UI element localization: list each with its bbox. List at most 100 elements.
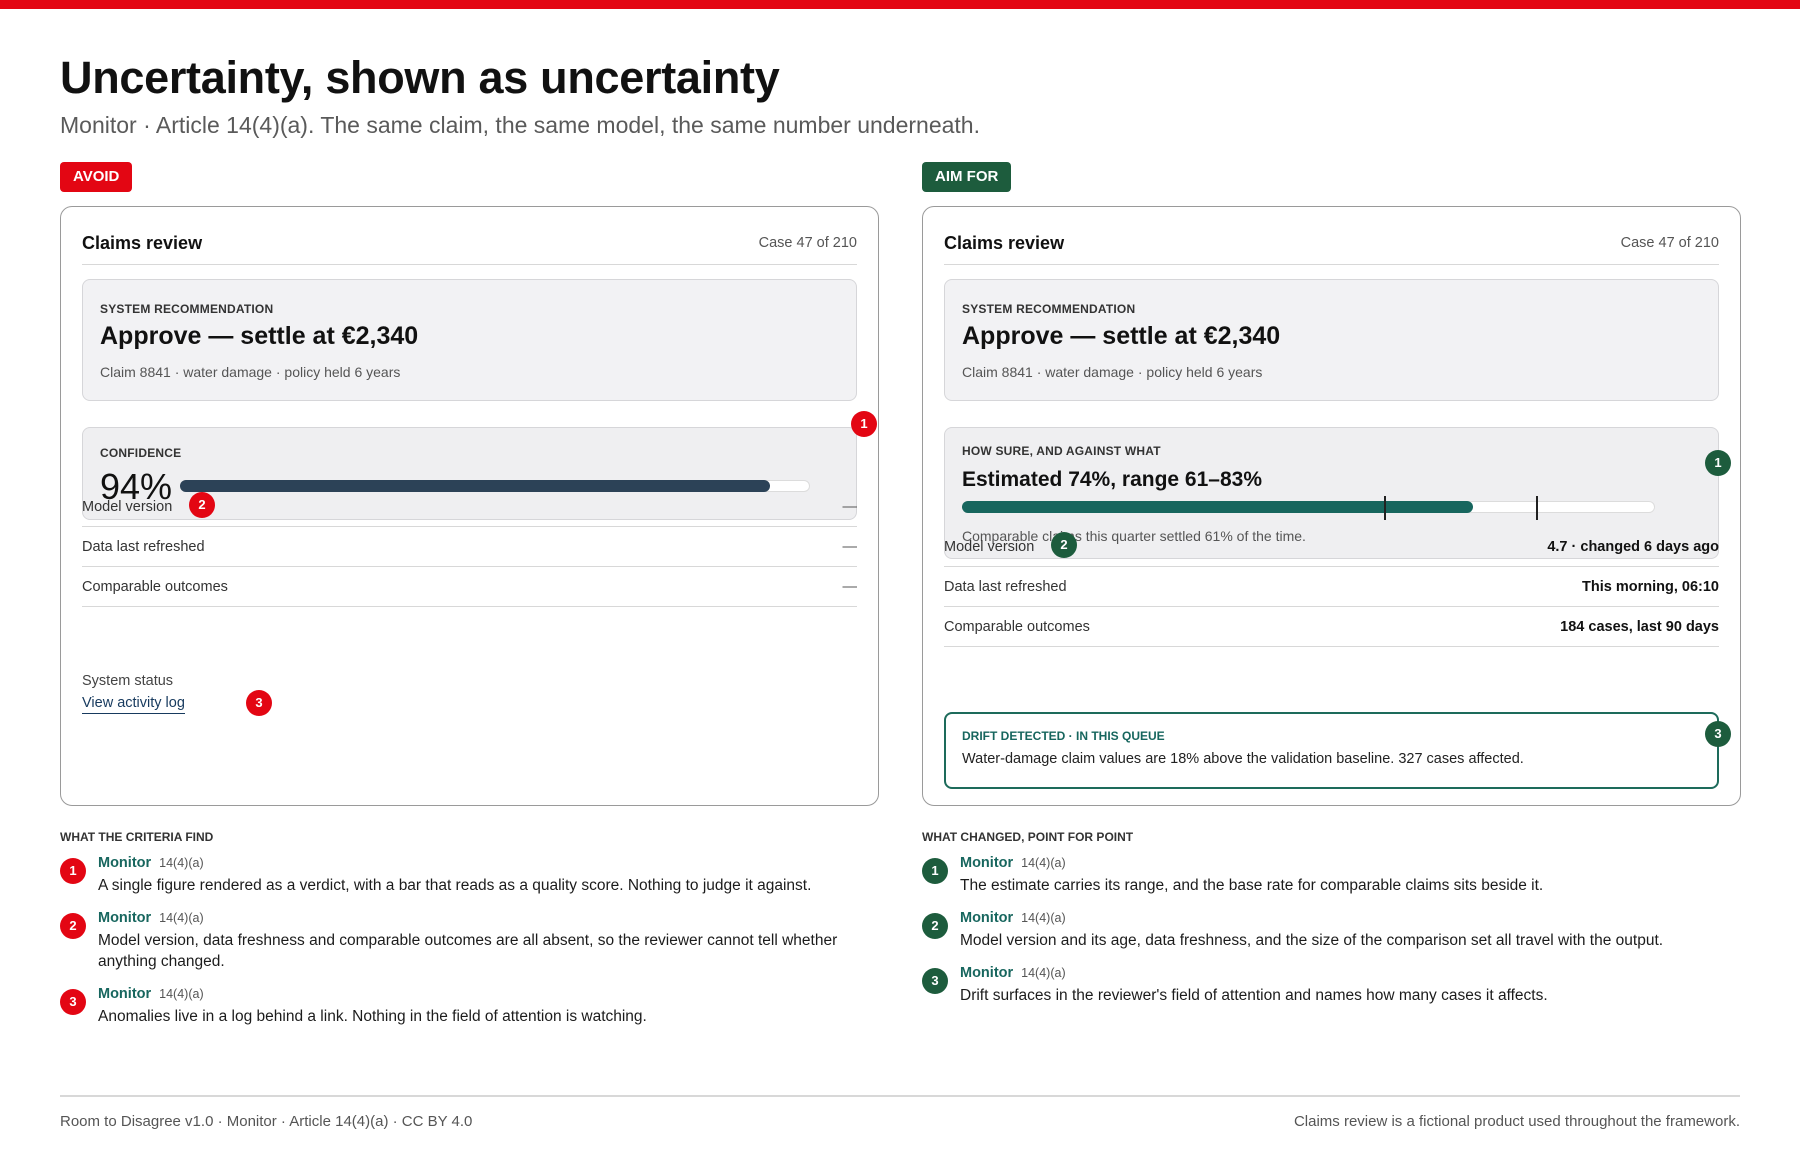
finding-text: Model version, data freshness and compar…	[98, 932, 838, 970]
marker-1: 1	[851, 411, 877, 437]
recommendation-text: Approve — settle at €2,340	[962, 322, 1281, 350]
claim-details: Claim 8841 · water damage · policy held …	[100, 364, 401, 380]
confidence-value: 94%	[100, 466, 173, 507]
row-value: 4.7 · changed 6 days ago	[1547, 539, 1719, 555]
findings-heading: What changed, point for point	[922, 830, 1134, 844]
marker-3: 3	[1705, 721, 1731, 747]
row-value: This morning, 06:10	[1582, 579, 1719, 595]
finding-number: 2	[922, 913, 948, 939]
recommendation-eyebrow: System recommendation	[962, 302, 1136, 316]
row-model-version: Model version —	[82, 487, 857, 527]
card-header: Claims review Case 47 of 210	[82, 227, 857, 265]
finding-source: Monitor 14(4)(a)	[960, 854, 1066, 872]
page-title: Uncertainty, shown as uncertainty	[60, 52, 780, 103]
footer-divider	[60, 1095, 1740, 1097]
criterion-ref: 14(4)(a)	[1021, 911, 1066, 925]
row-value: —	[842, 499, 858, 515]
row-comparable-outcomes: Comparable outcomes —	[82, 567, 857, 607]
finding-source: Monitor 14(4)(a)	[98, 854, 204, 872]
finding-number: 2	[60, 913, 86, 939]
drift-alert: Drift detected · in this queue Water-dam…	[944, 712, 1719, 789]
estimate-value: Estimated 74%, range 61–83%	[962, 468, 1262, 491]
recommendation-panel: System recommendation Approve — settle a…	[82, 279, 857, 401]
view-activity-log-link[interactable]: View activity log	[82, 695, 185, 714]
finding-number: 1	[60, 858, 86, 884]
base-rate-note: Comparable claims this quarter settled 6…	[962, 528, 1306, 544]
estimate-eyebrow: How sure, and against what	[962, 444, 1161, 458]
avoid-tag: AVOID	[60, 162, 133, 192]
case-counter: Case 47 of 210	[1620, 235, 1719, 251]
finding-text: Drift surfaces in the reviewer's field o…	[960, 987, 1548, 1004]
range-low-tick	[1383, 496, 1386, 520]
row-data-refreshed: Data last refreshed This morning, 06:10	[944, 567, 1719, 607]
row-label: Comparable outcomes	[944, 619, 1090, 635]
range-high-tick	[1535, 496, 1538, 520]
recommendation-panel: System recommendation Approve — settle a…	[944, 279, 1719, 401]
criterion-name: Monitor	[98, 910, 152, 926]
recommendation-eyebrow: System recommendation	[100, 302, 274, 316]
row-value: —	[842, 579, 858, 595]
finding-number: 3	[922, 968, 948, 994]
criterion-name: Monitor	[960, 855, 1014, 871]
estimate-bar-fill	[962, 501, 1474, 513]
card-title: Claims review	[944, 233, 1065, 253]
case-counter: Case 47 of 210	[758, 235, 857, 251]
drift-text: Water-damage claim values are 18% above …	[962, 751, 1524, 767]
aim-findings: What changed, point for point 1 Monitor 1…	[922, 830, 1741, 1004]
finding-text: The estimate carries its range, and the …	[960, 877, 1544, 894]
top-accent-bar	[0, 0, 1800, 9]
row-label: Model version	[944, 539, 1035, 555]
finding-text: A single figure rendered as a verdict, w…	[98, 877, 812, 894]
estimate-range-track	[962, 496, 1655, 520]
row-data-refreshed: Data last refreshed —	[82, 527, 857, 567]
finding-text: Model version and its age, data freshnes…	[960, 932, 1664, 949]
card-title: Claims review	[82, 233, 203, 253]
finding-text: Anomalies live in a log behind a link. N…	[98, 1008, 647, 1025]
footer-disclaimer: Claims review is a fictional product use…	[1293, 1113, 1740, 1130]
card-header: Claims review Case 47 of 210	[944, 227, 1719, 265]
criterion-ref: 14(4)(a)	[1021, 966, 1066, 980]
finding-number: 3	[60, 989, 86, 1015]
marker-2: 2	[189, 492, 215, 518]
recommendation-text: Approve — settle at €2,340	[100, 322, 419, 350]
findings-heading: What the criteria find	[60, 830, 214, 844]
marker-1: 1	[1705, 450, 1731, 476]
row-value: 184 cases, last 90 days	[1560, 619, 1719, 635]
footer-credit: Room to Disagree v1.0 · Monitor · Articl…	[60, 1113, 473, 1130]
finding-number: 1	[922, 858, 948, 884]
avoid-findings: What the criteria find 1 Monitor 14(4)(a)…	[60, 830, 879, 1025]
criterion-name: Monitor	[960, 965, 1014, 981]
finding-source: Monitor 14(4)(a)	[98, 909, 204, 927]
marker-3: 3	[246, 690, 272, 716]
criterion-ref: 14(4)(a)	[159, 911, 204, 925]
row-label: Model version	[82, 499, 173, 515]
avoid-claims-card: Claims review Case 47 of 210 System reco…	[60, 206, 879, 806]
marker-2: 2	[1051, 532, 1077, 558]
confidence-bar-fill	[180, 480, 771, 492]
system-status-label: System status	[82, 673, 174, 689]
row-label: Comparable outcomes	[82, 579, 228, 595]
row-value: —	[842, 539, 858, 555]
criterion-name: Monitor	[960, 910, 1014, 926]
aim-column: AIM FOR Claims review Case 47 of 210 Sys…	[922, 162, 1741, 1004]
row-model-version: Model version 4.7 · changed 6 days ago	[944, 527, 1719, 567]
avoid-column: AVOID Claims review Case 47 of 210 Syste…	[60, 162, 879, 1025]
row-comparable-outcomes: Comparable outcomes 184 cases, last 90 d…	[944, 607, 1719, 647]
drift-eyebrow: Drift detected · in this queue	[962, 729, 1165, 743]
claim-details: Claim 8841 · water damage · policy held …	[962, 364, 1263, 380]
criterion-ref: 14(4)(a)	[159, 856, 204, 870]
aim-for-tag: AIM FOR	[922, 162, 1012, 192]
confidence-bar-track	[180, 480, 810, 492]
confidence-eyebrow: Confidence	[100, 446, 182, 460]
criterion-name: Monitor	[98, 855, 152, 871]
finding-source: Monitor 14(4)(a)	[960, 909, 1066, 927]
aim-claims-card: Claims review Case 47 of 210 System reco…	[922, 206, 1741, 806]
page-subtitle: Monitor · Article 14(4)(a). The same cla…	[60, 112, 980, 138]
finding-source: Monitor 14(4)(a)	[960, 964, 1066, 982]
criterion-ref: 14(4)(a)	[1021, 856, 1066, 870]
criterion-ref: 14(4)(a)	[159, 987, 204, 1001]
row-label: Data last refreshed	[82, 539, 205, 555]
row-label: Data last refreshed	[944, 579, 1067, 595]
finding-source: Monitor 14(4)(a)	[98, 985, 204, 1003]
criterion-name: Monitor	[98, 986, 152, 1002]
